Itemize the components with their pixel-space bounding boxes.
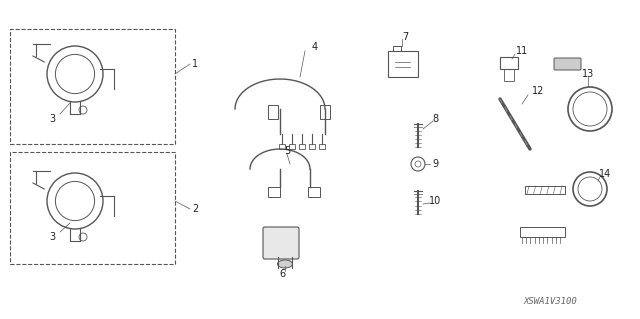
FancyBboxPatch shape bbox=[263, 227, 299, 259]
Bar bbox=[520, 227, 565, 237]
Ellipse shape bbox=[278, 260, 292, 268]
Text: 7: 7 bbox=[402, 32, 408, 42]
Bar bbox=[309, 144, 315, 149]
Text: 5: 5 bbox=[284, 146, 290, 156]
Bar bbox=[388, 51, 418, 77]
Bar bbox=[393, 46, 401, 51]
Text: 9: 9 bbox=[432, 159, 438, 169]
Text: 8: 8 bbox=[432, 114, 438, 124]
Bar bbox=[320, 105, 330, 119]
Text: 3: 3 bbox=[49, 114, 55, 124]
Text: 13: 13 bbox=[582, 69, 594, 79]
FancyBboxPatch shape bbox=[554, 58, 581, 70]
Text: 1: 1 bbox=[192, 59, 198, 69]
Bar bbox=[10, 29, 175, 144]
Text: 14: 14 bbox=[599, 169, 611, 179]
Bar bbox=[279, 144, 285, 149]
Text: 2: 2 bbox=[192, 204, 198, 214]
Bar bbox=[500, 57, 518, 69]
Bar bbox=[504, 69, 514, 81]
Bar bbox=[268, 105, 278, 119]
Text: 11: 11 bbox=[516, 46, 528, 56]
Bar bbox=[10, 152, 175, 264]
Bar bbox=[308, 187, 320, 197]
Text: 6: 6 bbox=[279, 269, 285, 279]
Text: 4: 4 bbox=[312, 42, 318, 52]
Bar bbox=[299, 144, 305, 149]
Bar bbox=[289, 144, 295, 149]
Text: XSWA1V3100: XSWA1V3100 bbox=[523, 296, 577, 306]
Bar bbox=[319, 144, 325, 149]
Text: 3: 3 bbox=[49, 232, 55, 242]
Text: 10: 10 bbox=[429, 196, 441, 206]
Text: 12: 12 bbox=[532, 86, 544, 96]
Bar bbox=[268, 187, 280, 197]
Bar bbox=[525, 186, 565, 194]
